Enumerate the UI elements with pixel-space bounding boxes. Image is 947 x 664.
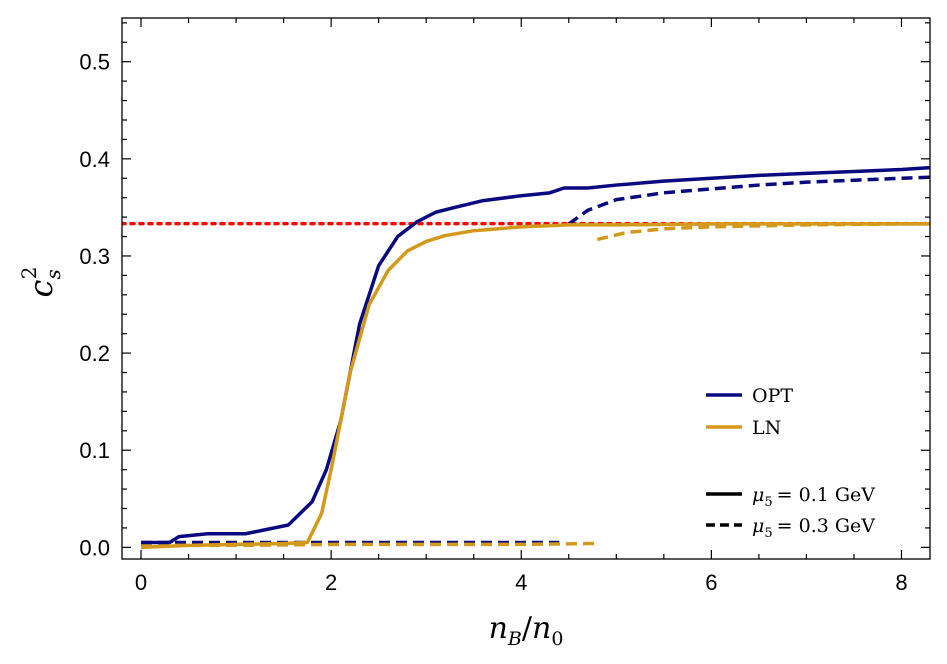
y-tick-label: 0.1 (79, 438, 110, 463)
x-label-sub2: 0 (551, 628, 563, 650)
axes-layer (121, 17, 931, 560)
series-layer (122, 165, 930, 550)
y-label-base: c (22, 279, 60, 297)
series-opt-solid (141, 165, 930, 545)
legend-mu-sub: 5 (764, 526, 772, 541)
y-tick-label: 0.4 (79, 147, 110, 172)
x-label-base2: n (532, 611, 551, 646)
y-label-sup: 2 (17, 267, 41, 280)
x-label-base1: n (489, 611, 508, 646)
y-tick-label: 0.5 (79, 50, 110, 75)
legend-mu-symbol: μ (752, 515, 764, 537)
plot-area (122, 18, 930, 559)
y-tick-label: 0.3 (79, 244, 110, 269)
x-tick-label: 4 (515, 570, 527, 595)
x-tick-label: 8 (895, 570, 907, 595)
series-ln-dashed-seg0 (141, 541, 598, 548)
y-axis-label: cs2 (17, 267, 65, 298)
series-ln-solid (140, 222, 930, 550)
x-label-sub1: B (507, 628, 522, 650)
legend-mu-symbol: μ (752, 484, 764, 506)
y-tick-label: 0.0 (79, 535, 110, 560)
legend-label-mu5-03: μ5 = 0.3 GeV (752, 515, 875, 541)
legend-label-mu5-01: μ5 = 0.1 GeV (752, 484, 875, 510)
legend-value: = 0.1 GeV (777, 484, 876, 506)
x-tick-label: 0 (135, 570, 147, 595)
legend-label-ln: LN (752, 417, 781, 439)
plot-frame (121, 17, 931, 560)
y-label-sub: s (41, 269, 65, 279)
series-opt-dashed-seg1 (567, 175, 930, 226)
legend-value: = 0.3 GeV (777, 515, 876, 537)
x-tick-label: 6 (705, 570, 717, 595)
legend-label-opt: OPT (752, 385, 793, 407)
legend: OPT LN μ5 = 0.1 GeV μ5 = 0.3 GeV (706, 385, 875, 541)
x-label-slash: / (522, 611, 533, 646)
y-tick-label: 0.2 (79, 341, 110, 366)
tick-labels: 0 2 4 6 8 0.0 0.1 0.2 0.3 0.4 0.5 (79, 50, 907, 595)
legend-mu-sub: 5 (764, 495, 772, 510)
x-tick-label: 2 (325, 570, 337, 595)
x-axis-label: nB/n0 (489, 611, 564, 650)
